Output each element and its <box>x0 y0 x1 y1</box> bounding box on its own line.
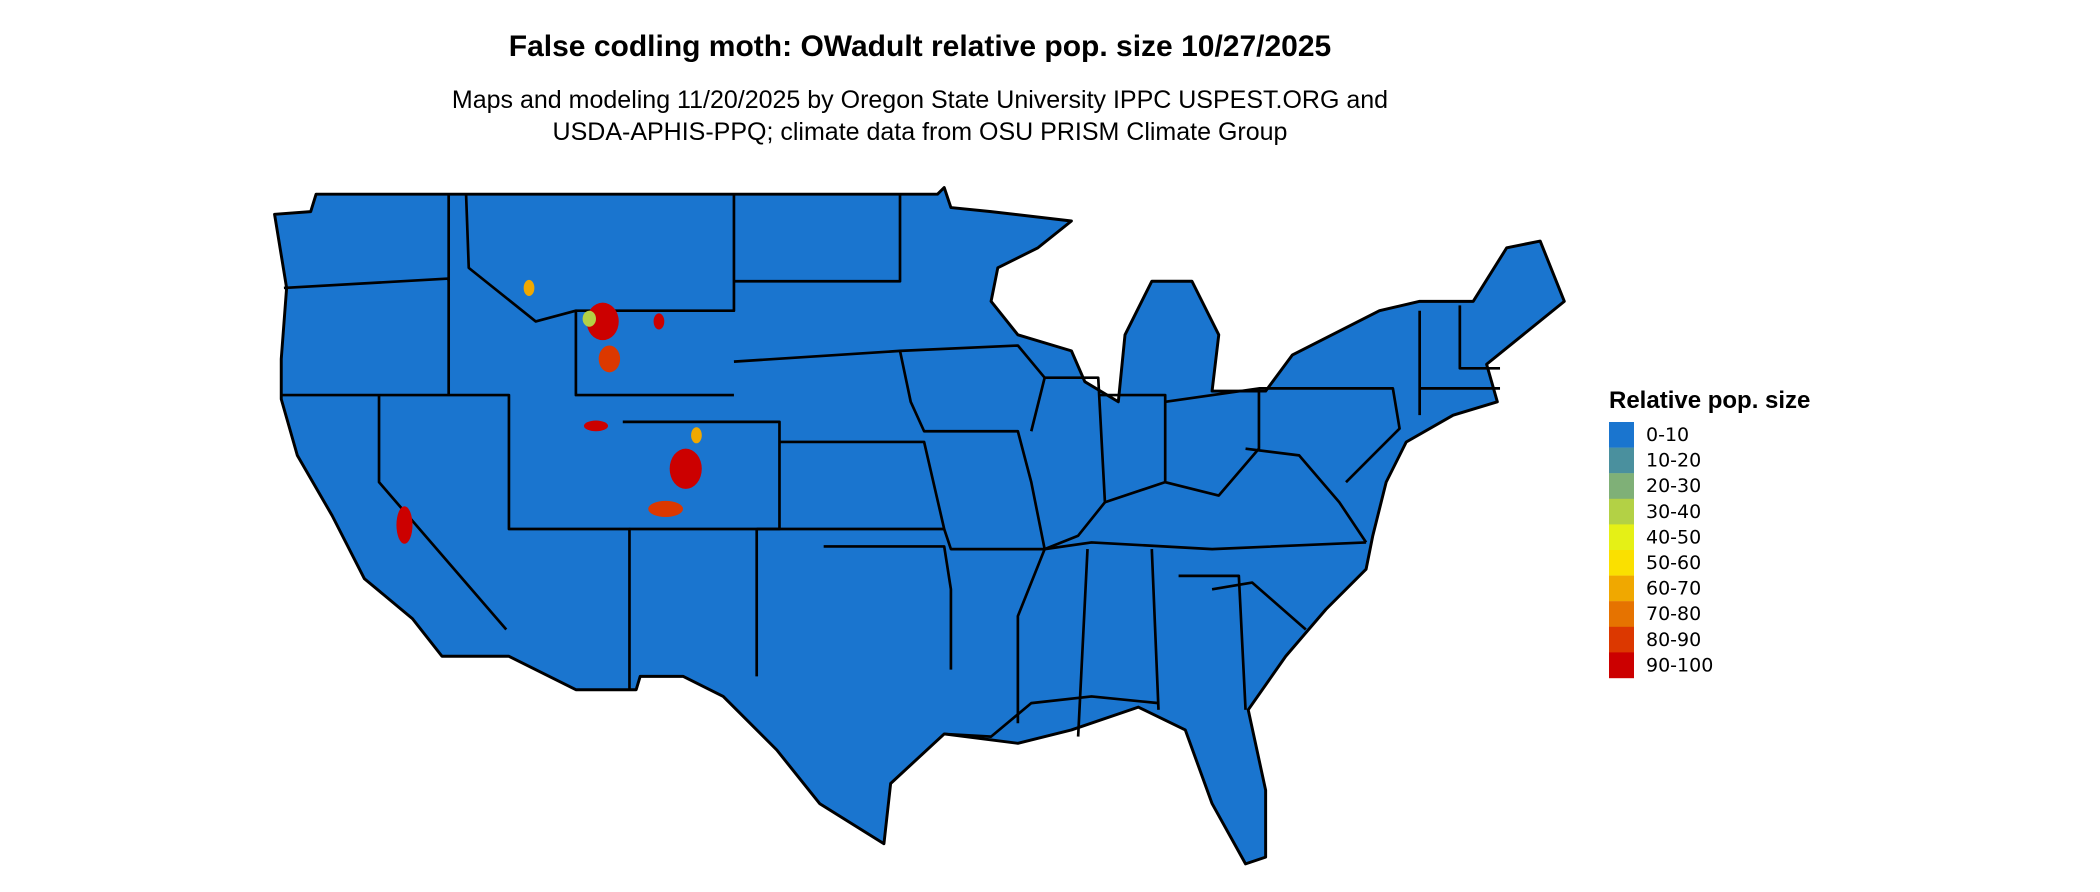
legend-swatch <box>1609 422 1634 448</box>
legend-label: 50-60 <box>1646 552 1701 574</box>
hotspots <box>396 279 702 544</box>
legend-swatch <box>1609 626 1634 653</box>
legend-swatch <box>1609 473 1634 499</box>
legend-swatch <box>1609 601 1634 627</box>
legend-swatch <box>1609 447 1634 474</box>
legend: Relative pop. size 0-10 10-20 20-30 30-40 40… <box>1609 387 1810 679</box>
legend-label: 20-30 <box>1646 475 1701 497</box>
us-outline <box>273 186 1566 866</box>
legend-label: 70-80 <box>1646 603 1701 625</box>
legend-label: 10-20 <box>1646 450 1701 472</box>
subtitle-line-1: Maps and modeling 11/20/2025 by Oregon S… <box>452 86 1388 114</box>
subtitle-line-2: USDA-APHIS-PPQ; climate data from OSU PR… <box>553 118 1288 146</box>
state-borders <box>281 194 1501 738</box>
map-title: False codling moth: OWadult relative pop… <box>509 30 1331 63</box>
legend-swatch <box>1609 498 1634 525</box>
legend-swatch <box>1609 652 1634 679</box>
legend-label: 90-100 <box>1646 654 1713 676</box>
legend-swatch <box>1609 550 1634 576</box>
us-map <box>273 186 1566 866</box>
legend-swatch <box>1609 524 1634 551</box>
legend-label: 30-40 <box>1646 501 1701 523</box>
legend-swatch <box>1609 575 1634 602</box>
legend-label: 80-90 <box>1646 629 1701 651</box>
legend-label: 60-70 <box>1646 578 1701 600</box>
legend-title: Relative pop. size <box>1609 387 1810 414</box>
legend-label: 0-10 <box>1646 424 1689 446</box>
legend-label: 40-50 <box>1646 526 1701 548</box>
